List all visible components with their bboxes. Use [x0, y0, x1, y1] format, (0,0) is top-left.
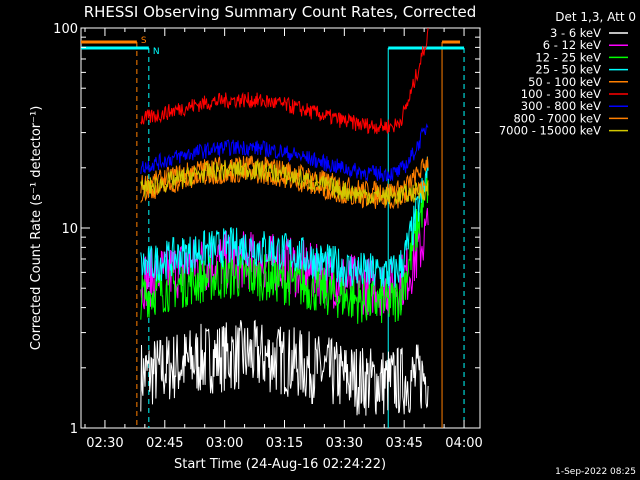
series-layer [140, 28, 429, 416]
series-line [140, 122, 429, 183]
x-tick-label: 03:00 [206, 436, 243, 451]
chart-title: RHESSI Observing Summary Count Rates, Co… [84, 3, 477, 21]
y-tick-label: 10 [61, 222, 78, 237]
legend-entry-label: 100 - 300 keV [521, 87, 601, 101]
y-tick-label: 100 [53, 22, 78, 37]
series-line [140, 156, 429, 288]
legend-entry-label: 7000 - 15000 keV [499, 124, 601, 138]
x-tick-label: 03:30 [326, 436, 363, 451]
series-line [140, 170, 429, 324]
x-tick-label: 02:45 [146, 436, 183, 451]
legend-entry-label: 12 - 25 keV [535, 50, 601, 64]
y-tick-label: 1 [70, 422, 78, 437]
x-tick-label: 02:30 [86, 436, 123, 451]
legend-entry-label: 300 - 800 keV [521, 99, 601, 113]
x-axis-label: Start Time (24-Aug-16 02:24:22) [174, 457, 386, 472]
legend-title: Det 1,3, Att 0 [555, 10, 636, 24]
series-line [140, 319, 429, 416]
timestamp: 1-Sep-2022 08:25 [555, 467, 636, 477]
legend-entry-label: 800 - 7000 keV [513, 111, 601, 125]
flag-label: S [141, 36, 147, 46]
legend-entry-label: 3 - 6 keV [550, 26, 601, 40]
flag-label: N [153, 47, 160, 57]
y-axis-label: Corrected Count Rate (s⁻¹ detector⁻¹) [29, 106, 44, 351]
series-line [140, 159, 429, 206]
x-tick-label: 04:00 [445, 436, 482, 451]
series-line [140, 28, 429, 135]
legend-entry-label: 50 - 100 keV [528, 75, 601, 89]
x-tick-label: 03:45 [385, 436, 422, 451]
legend-entry-label: 6 - 12 keV [543, 38, 601, 52]
legend-entry-label: 25 - 50 keV [535, 63, 601, 77]
x-tick-label: 03:15 [266, 436, 303, 451]
axes-layer: 02:30 02:45 03:00 03:15 03:30 03:45 04:00 1 10 10… [53, 22, 483, 451]
